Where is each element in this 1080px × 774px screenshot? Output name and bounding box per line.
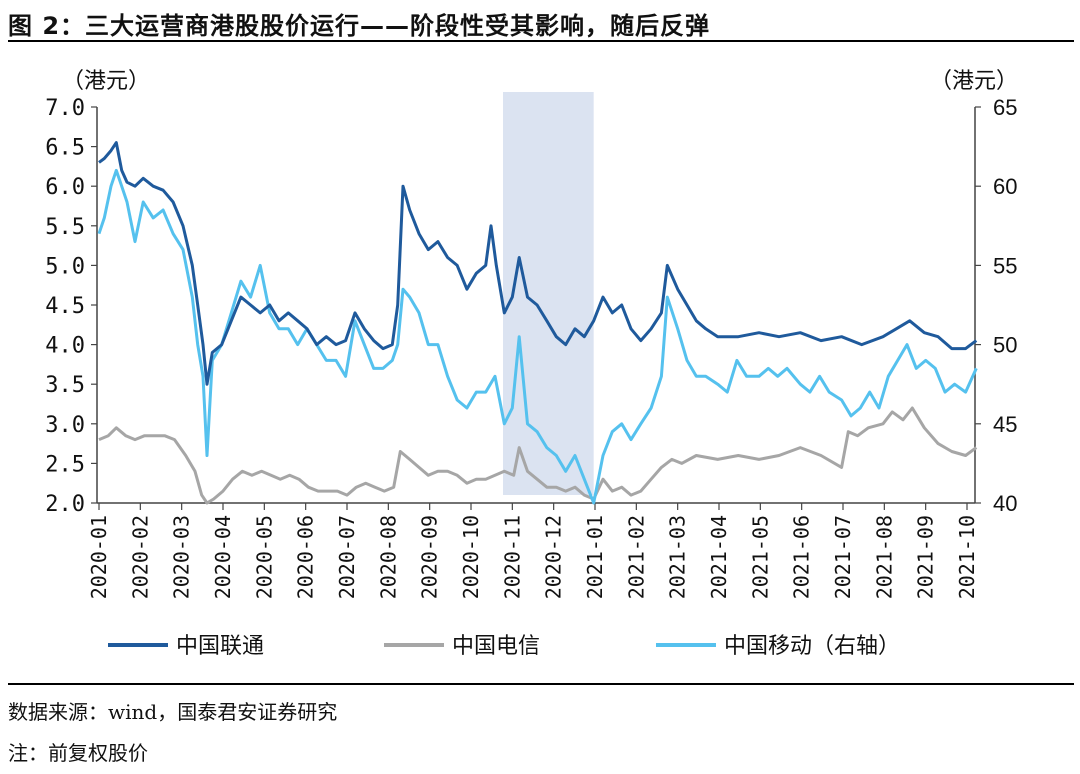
x-tick-label: 2021-02 xyxy=(624,515,648,599)
x-ticks: 2020-01 2020-02 2020-03 2020-04 2020-05 2020-… xyxy=(87,503,979,599)
left-tick-label: 2.5 xyxy=(45,452,85,477)
series-line-2 xyxy=(97,168,978,505)
legend-label: 中国移动（右轴） xyxy=(724,634,900,659)
x-tick-label: 2021-05 xyxy=(748,515,772,599)
x-tick-label: 2021-09 xyxy=(914,515,938,599)
x-tick-label: 2021-07 xyxy=(831,515,855,599)
x-tick-label: 2020-03 xyxy=(170,515,194,599)
x-tick-label: 2020-12 xyxy=(542,515,566,599)
series-lines xyxy=(97,141,978,505)
x-tick-label: 2020-10 xyxy=(459,515,483,599)
line-chart: 7.0 6.5 6.0 5.5 5.0 4.5 4.0 3.5 3.0 2.5 2.0 65 60 55… xyxy=(45,69,1018,659)
legend-label: 中国联通 xyxy=(176,634,264,659)
right-y-ticks: 65 60 55 50 45 40 xyxy=(975,95,1017,516)
left-tick-label: 7.0 xyxy=(45,96,85,121)
right-tick-label: 55 xyxy=(993,253,1017,278)
right-tick-label: 45 xyxy=(993,412,1017,437)
right-tick-label: 50 xyxy=(993,333,1017,358)
left-tick-label: 3.5 xyxy=(45,373,85,398)
right-tick-label: 40 xyxy=(993,491,1017,516)
x-tick-label: 2020-05 xyxy=(252,515,276,599)
x-tick-label: 2021-03 xyxy=(666,515,690,599)
x-tick-label: 2020-04 xyxy=(211,515,235,599)
right-tick-label: 60 xyxy=(993,174,1017,199)
left-y-ticks: 7.0 6.5 6.0 5.5 5.0 4.5 4.0 3.5 3.0 2.5 2.0 xyxy=(45,96,97,517)
x-tick-label: 2021-08 xyxy=(872,515,896,599)
x-tick-label: 2021-10 xyxy=(955,515,979,599)
x-tick-label: 2021-04 xyxy=(707,515,731,599)
x-tick-label: 2020-09 xyxy=(418,515,442,599)
left-tick-label: 3.0 xyxy=(45,413,85,438)
left-tick-label: 4.0 xyxy=(45,334,85,359)
right-axis-unit: （港元） xyxy=(930,69,1018,94)
x-tick-label: 2020-01 xyxy=(87,515,111,599)
x-tick-label: 2021-06 xyxy=(790,515,814,599)
title-rule xyxy=(8,40,1074,42)
series-line-1 xyxy=(98,406,978,505)
x-tick-label: 2021-01 xyxy=(583,515,607,599)
left-axis-unit: （港元） xyxy=(62,69,150,94)
highlight-region xyxy=(503,92,594,495)
left-tick-label: 4.5 xyxy=(45,294,85,319)
x-tick-label: 2020-07 xyxy=(335,515,359,599)
chart-legend: 中国联通 中国电信 中国移动（右轴） xyxy=(108,634,900,659)
x-tick-label: 2020-06 xyxy=(294,515,318,599)
left-tick-label: 6.5 xyxy=(45,136,85,161)
x-tick-label: 2020-08 xyxy=(376,515,400,599)
bottom-rule xyxy=(8,683,1074,685)
left-tick-label: 5.5 xyxy=(45,215,85,240)
figure-title: 图 2：三大运营商港股股价运行——阶段性受其影响，随后反弹 xyxy=(8,12,711,40)
left-tick-label: 6.0 xyxy=(45,175,85,200)
series-line-0 xyxy=(98,141,978,386)
footnote: 注：前复权股价 xyxy=(8,741,148,765)
x-tick-label: 2020-02 xyxy=(128,515,152,599)
right-tick-label: 65 xyxy=(993,95,1017,120)
legend-label: 中国电信 xyxy=(452,634,540,659)
left-tick-label: 2.0 xyxy=(45,492,85,517)
left-tick-label: 5.0 xyxy=(45,254,85,279)
x-tick-label: 2020-11 xyxy=(500,515,524,599)
data-source: 数据来源：wind，国泰君安证券研究 xyxy=(8,700,338,724)
